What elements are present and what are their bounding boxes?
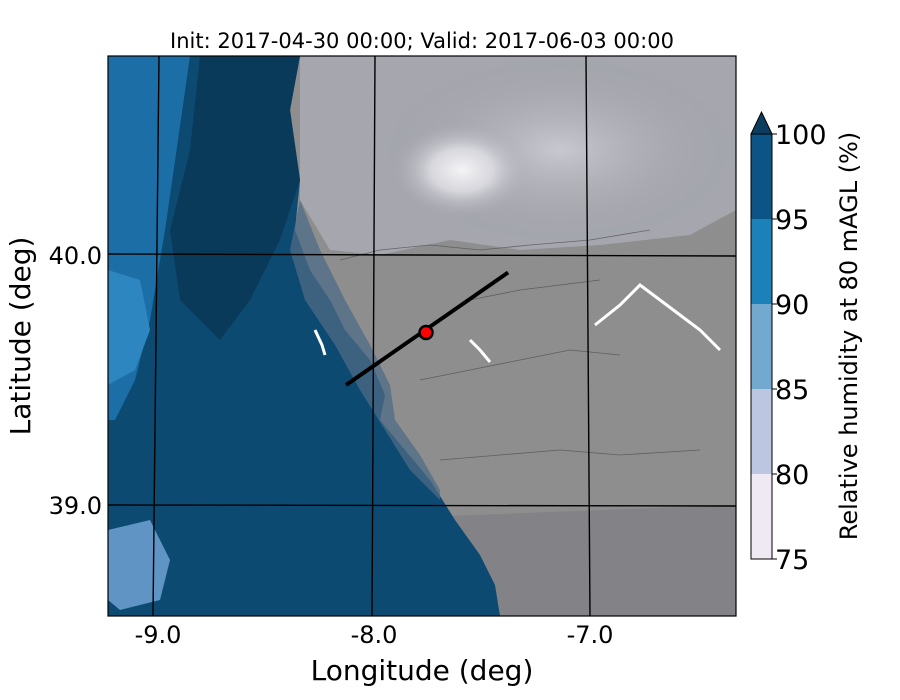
river-valley-2 <box>468 338 492 363</box>
parallel-line-n39 <box>108 504 736 507</box>
colorbar-tick-label: 80 <box>775 460 809 491</box>
contour-lines <box>339 229 701 461</box>
colorbar-tick-label: 75 <box>775 545 809 576</box>
colorbar-extend-arrow <box>750 110 773 135</box>
dense-humid-region <box>170 56 300 340</box>
meridian-line-w7 <box>585 56 591 616</box>
colorbar-label: Relative humidity at 80 mAGL (%) <box>835 132 863 540</box>
colorbar: 75 80 85 90 95 100 <box>750 110 827 576</box>
colorbar-tick-label: 95 <box>775 205 809 236</box>
colorbar-tick-label: 85 <box>775 375 809 406</box>
meridian-line-w9 <box>152 56 160 616</box>
longitude-tick-label: -7.0 <box>567 621 614 649</box>
y-axis-label: Latitude (deg) <box>4 237 37 436</box>
latitude-tick-label: 39.0 <box>49 492 102 520</box>
map-panel <box>108 56 736 616</box>
latitude-ticks: 40.0 39.0 <box>49 242 102 520</box>
longitude-tick-label: -8.0 <box>351 621 398 649</box>
colorbar-bin <box>751 134 772 219</box>
southwest-humid-patch <box>108 520 170 610</box>
river-valley-3 <box>313 329 327 356</box>
location-marker <box>418 324 434 341</box>
colorbar-bin <box>751 219 772 304</box>
colorbar-bin <box>751 304 772 389</box>
coastal-bay <box>108 270 150 385</box>
colorbar-frame <box>750 133 773 560</box>
transition-zone <box>290 200 440 500</box>
parallel-line-n40 <box>108 253 736 257</box>
x-axis-label: Longitude (deg) <box>311 654 534 687</box>
graticule <box>108 56 736 616</box>
mountain-peak <box>392 122 532 218</box>
latitude-tick-label: 40.0 <box>49 242 102 270</box>
colorbar-bin <box>751 474 772 559</box>
river-valley-1 <box>594 283 722 352</box>
colorbar-tick-label: 90 <box>775 290 809 321</box>
longitude-tick-label: -9.0 <box>135 621 182 649</box>
longitude-ticks: -9.0 -8.0 -7.0 <box>135 621 614 649</box>
meridian-line-w8 <box>371 56 376 616</box>
plot-title: Init: 2017-04-30 00:00; Valid: 2017-06-0… <box>170 29 674 53</box>
colorbar-tick-label: 100 <box>775 120 827 151</box>
map-frame <box>107 55 737 617</box>
colorbar-bin <box>751 389 772 474</box>
